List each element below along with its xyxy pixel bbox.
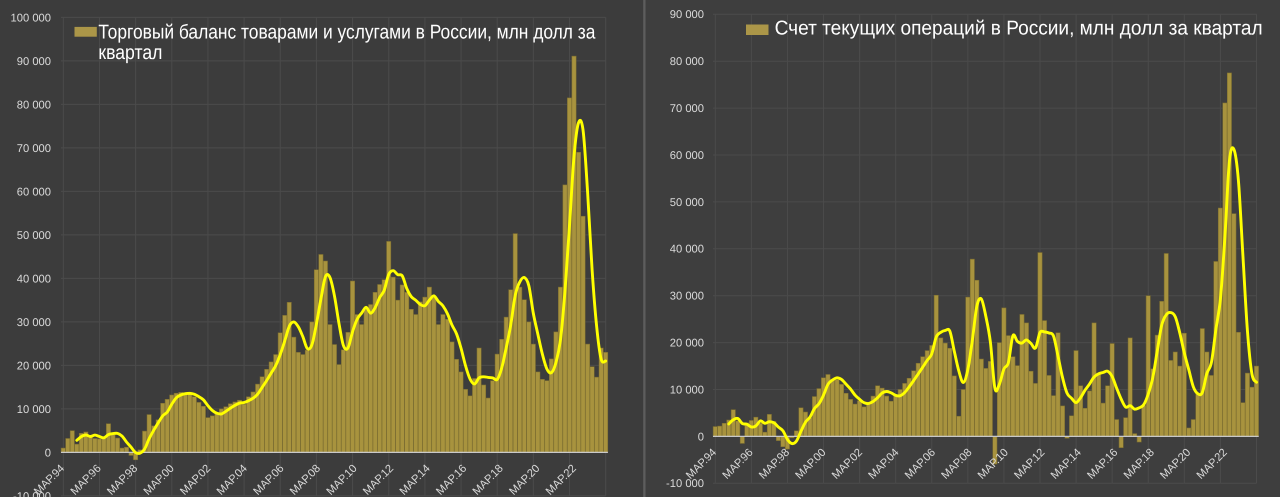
svg-text:80 000: 80 000 xyxy=(670,56,704,68)
svg-text:МАР.16: МАР.16 xyxy=(1085,447,1120,482)
svg-text:МАР.06: МАР.06 xyxy=(251,463,286,497)
svg-text:МАР.94: МАР.94 xyxy=(684,447,719,482)
svg-text:МАР.22: МАР.22 xyxy=(544,463,579,497)
svg-text:МАР.98: МАР.98 xyxy=(757,447,792,482)
svg-text:МАР.04: МАР.04 xyxy=(866,447,901,482)
svg-text:30 000: 30 000 xyxy=(670,291,704,303)
svg-text:20 000: 20 000 xyxy=(670,338,704,350)
svg-text:20 000: 20 000 xyxy=(17,360,51,372)
svg-text:50 000: 50 000 xyxy=(670,197,704,209)
svg-text:Торговый баланс товарами и усл: Торговый баланс товарами и услугами в Ро… xyxy=(98,21,596,43)
svg-text:МАР.14: МАР.14 xyxy=(398,463,433,497)
svg-text:0: 0 xyxy=(45,447,51,459)
svg-text:МАР.14: МАР.14 xyxy=(1049,447,1084,482)
svg-text:-10 000: -10 000 xyxy=(13,491,51,497)
svg-text:-10 000: -10 000 xyxy=(666,478,704,490)
svg-text:50 000: 50 000 xyxy=(17,230,51,242)
svg-text:30 000: 30 000 xyxy=(17,317,51,329)
svg-text:90 000: 90 000 xyxy=(670,9,704,21)
svg-text:10 000: 10 000 xyxy=(670,384,704,396)
svg-text:100 000: 100 000 xyxy=(11,12,51,24)
svg-text:МАР.96: МАР.96 xyxy=(69,463,104,497)
svg-text:МАР.96: МАР.96 xyxy=(720,447,755,482)
svg-text:МАР.08: МАР.08 xyxy=(939,447,974,482)
svg-text:МАР.20: МАР.20 xyxy=(507,463,542,497)
svg-text:10 000: 10 000 xyxy=(17,404,51,416)
svg-text:80 000: 80 000 xyxy=(17,99,51,111)
svg-text:МАР.18: МАР.18 xyxy=(1122,447,1157,482)
svg-text:МАР.18: МАР.18 xyxy=(471,463,506,497)
svg-text:МАР.16: МАР.16 xyxy=(434,463,469,497)
svg-text:МАР.10: МАР.10 xyxy=(324,463,359,497)
svg-text:60 000: 60 000 xyxy=(17,186,51,198)
svg-text:МАР.12: МАР.12 xyxy=(1012,447,1047,482)
svg-text:60 000: 60 000 xyxy=(670,150,704,162)
svg-text:МАР.08: МАР.08 xyxy=(288,463,323,497)
svg-text:90 000: 90 000 xyxy=(17,56,51,68)
svg-text:МАР.98: МАР.98 xyxy=(105,463,140,497)
svg-text:70 000: 70 000 xyxy=(670,103,704,115)
svg-text:МАР.20: МАР.20 xyxy=(1158,447,1193,482)
svg-text:МАР.22: МАР.22 xyxy=(1195,447,1230,482)
svg-text:Счет текущих операций в России: Счет текущих операций в России, млн долл… xyxy=(775,17,1263,39)
svg-text:квартал: квартал xyxy=(98,42,162,64)
svg-text:40 000: 40 000 xyxy=(17,273,51,285)
svg-text:40 000: 40 000 xyxy=(670,244,704,256)
svg-text:МАР.04: МАР.04 xyxy=(215,463,250,497)
svg-text:МАР.06: МАР.06 xyxy=(903,447,938,482)
svg-text:0: 0 xyxy=(698,431,704,443)
svg-text:70 000: 70 000 xyxy=(17,143,51,155)
svg-text:МАР.12: МАР.12 xyxy=(361,463,396,497)
